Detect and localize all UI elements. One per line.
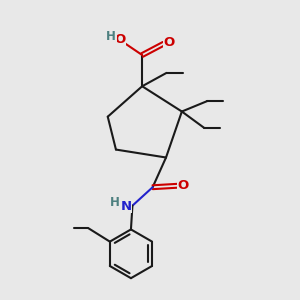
Text: H: H xyxy=(106,29,116,43)
Text: N: N xyxy=(120,200,131,213)
Text: O: O xyxy=(163,36,175,49)
Text: H: H xyxy=(110,196,120,208)
Text: O: O xyxy=(178,179,189,192)
Text: O: O xyxy=(115,33,126,46)
